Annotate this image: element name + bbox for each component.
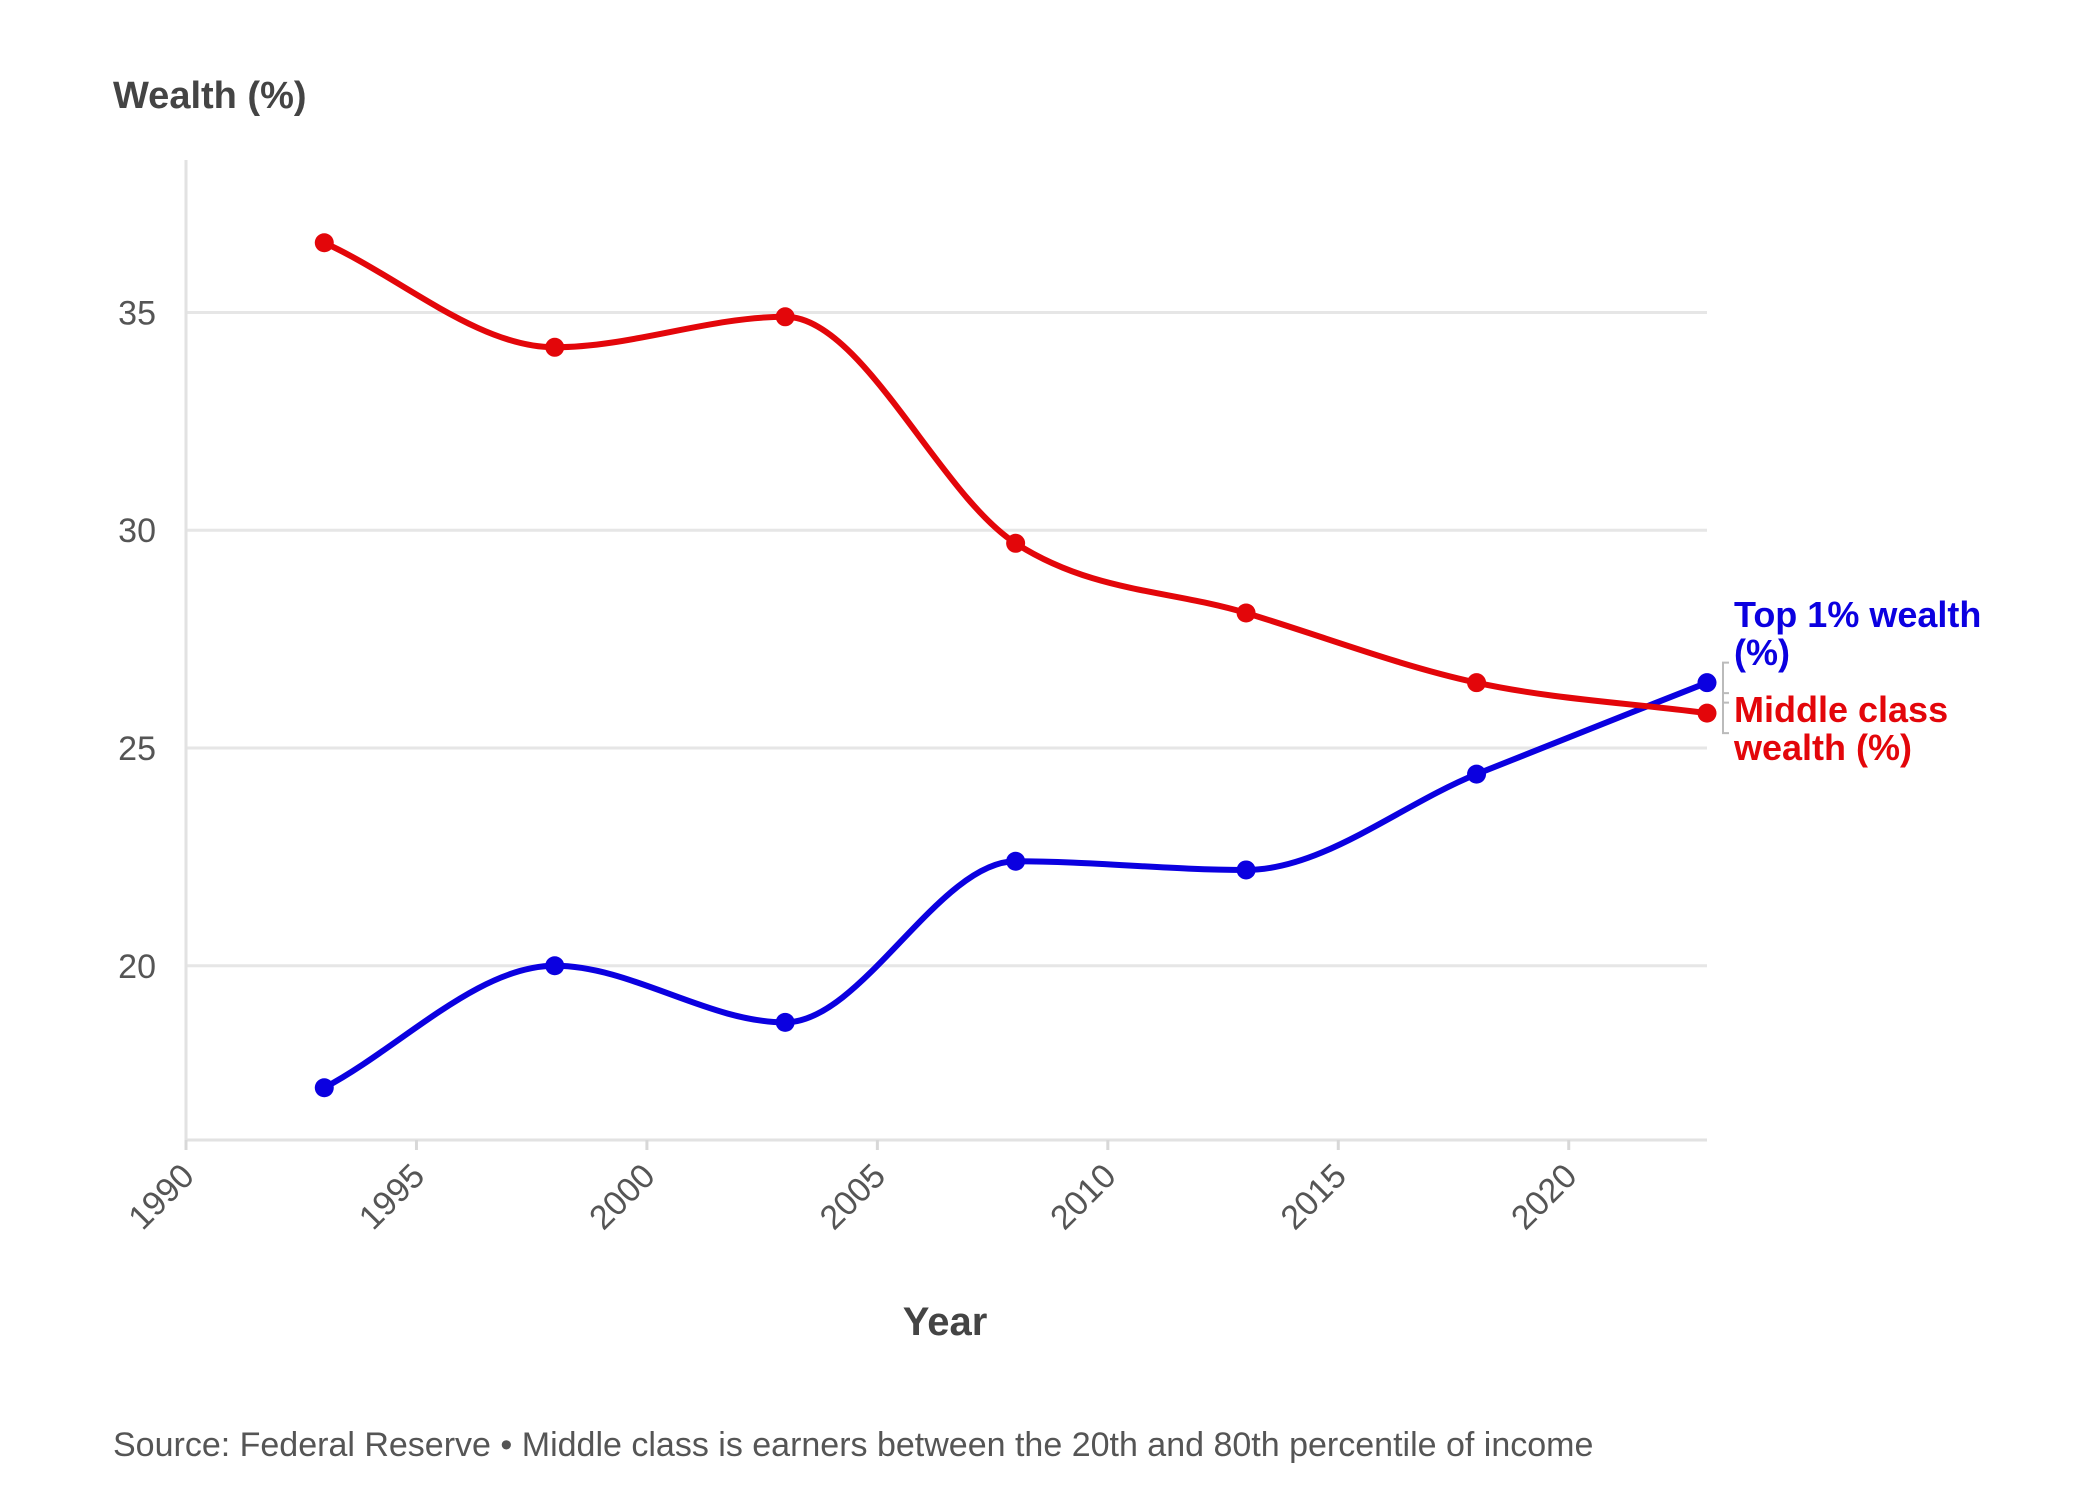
series-label-line: (%) xyxy=(1734,632,1790,673)
series-line xyxy=(321,679,1710,1091)
data-point xyxy=(1006,851,1026,871)
series-label-line: Middle class xyxy=(1734,689,1948,730)
series-label: Top 1% wealth (%) xyxy=(1734,594,1981,673)
y-axis-title: Wealth (%) xyxy=(113,75,307,117)
series-labels: Top 1% wealth (%) Middle class wealth (%) xyxy=(1722,594,1981,768)
source-note: Source: Federal Reserve • Middle class i… xyxy=(113,1426,1593,1464)
data-point xyxy=(1467,673,1487,693)
data-points xyxy=(314,233,1717,1098)
x-tick-label: 2015 xyxy=(1274,1157,1354,1237)
x-tick-label: 2000 xyxy=(582,1157,662,1237)
data-point xyxy=(775,307,795,327)
gridlines xyxy=(186,310,1707,968)
y-tick-label: 20 xyxy=(118,948,156,986)
x-tick-label: 2010 xyxy=(1043,1157,1123,1237)
x-tick-label: 2020 xyxy=(1504,1157,1584,1237)
data-point xyxy=(1697,673,1717,693)
x-tick-label: 1995 xyxy=(352,1157,432,1237)
x-tick-label: 2005 xyxy=(813,1157,893,1237)
data-point xyxy=(1467,764,1487,784)
data-point xyxy=(545,956,565,976)
data-point xyxy=(1697,703,1717,723)
x-axis-title: Year xyxy=(903,1300,988,1344)
data-point xyxy=(1006,533,1026,553)
data-point xyxy=(775,1012,795,1032)
data-point xyxy=(314,1078,334,1098)
series-label: Middle class wealth (%) xyxy=(1733,689,1948,768)
y-tick-label: 35 xyxy=(118,294,156,332)
axes: 20 25 30 35 1990 1995 2000 2005 2010 2015 2020 xyxy=(118,160,1707,1237)
label-connector xyxy=(1722,692,1729,735)
series-lines xyxy=(321,239,1710,1091)
y-tick-label: 25 xyxy=(118,730,156,768)
data-point xyxy=(314,233,334,253)
series-label-line: Top 1% wealth xyxy=(1734,594,1981,635)
series-label-line: wealth (%) xyxy=(1733,727,1912,768)
data-point xyxy=(1236,860,1256,880)
data-point xyxy=(545,337,565,357)
y-tick-label: 30 xyxy=(118,512,156,550)
label-connector xyxy=(1722,661,1729,704)
data-point xyxy=(1236,603,1256,623)
x-tick-label: 1990 xyxy=(121,1157,201,1237)
